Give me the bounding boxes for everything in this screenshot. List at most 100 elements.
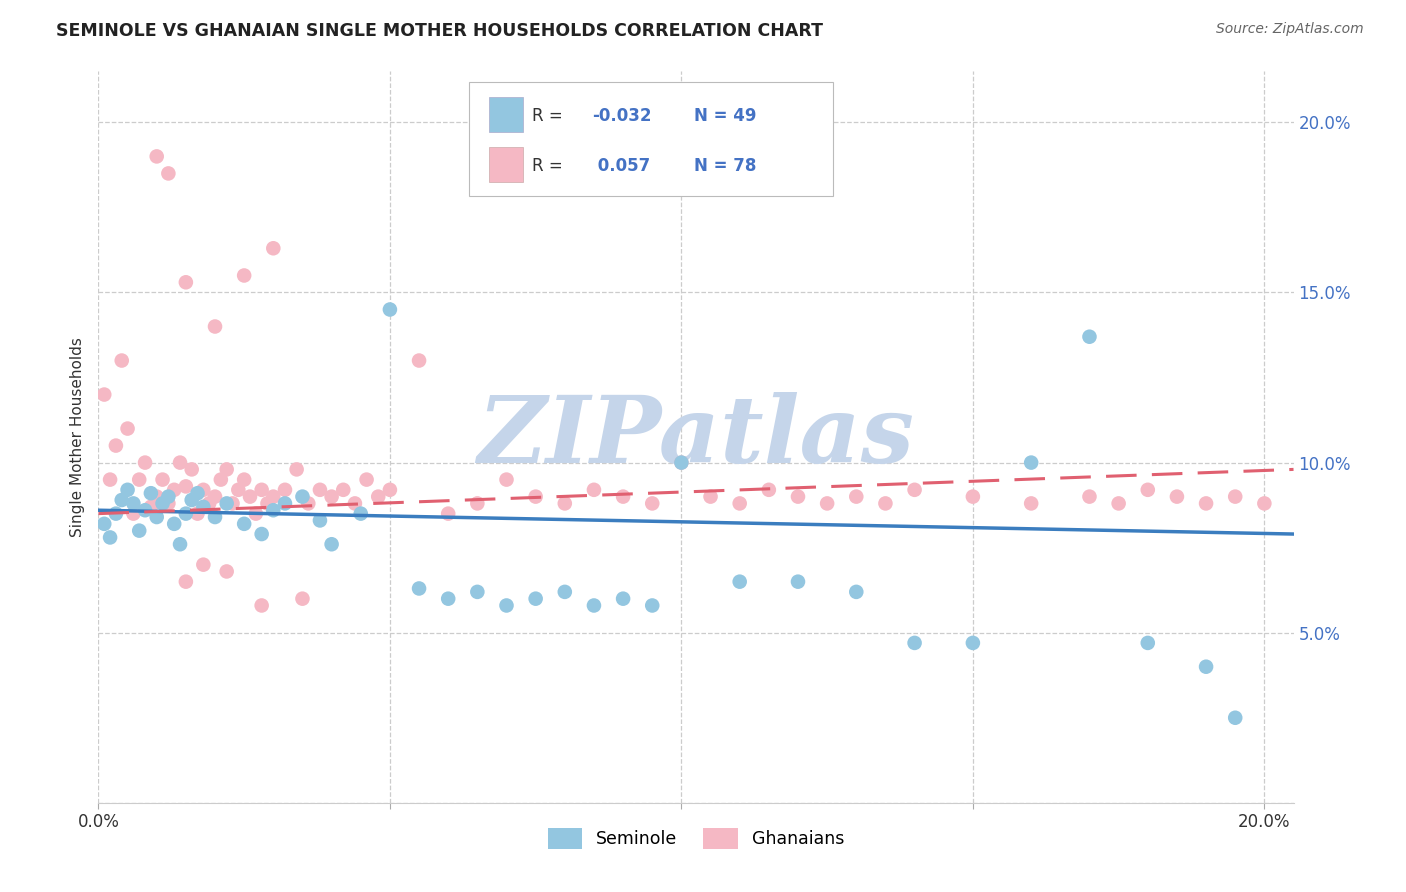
Text: 0.057: 0.057	[592, 156, 650, 175]
Point	[1019, 456, 1042, 470]
Point	[903, 483, 925, 497]
Point	[193, 558, 215, 572]
Point	[233, 268, 256, 283]
Point	[297, 496, 319, 510]
Point	[274, 483, 297, 497]
Text: -0.032: -0.032	[592, 107, 651, 125]
Point	[174, 574, 197, 589]
Point	[139, 500, 162, 514]
Point	[262, 503, 284, 517]
Point	[524, 591, 547, 606]
Point	[321, 537, 343, 551]
Point	[343, 496, 366, 510]
Point	[1108, 496, 1130, 510]
Point	[641, 496, 664, 510]
Point	[111, 353, 134, 368]
Point	[169, 456, 191, 470]
Point	[215, 462, 238, 476]
Point	[98, 531, 121, 545]
Point	[1225, 711, 1247, 725]
Point	[204, 510, 226, 524]
Point	[128, 524, 150, 538]
Point	[1253, 496, 1275, 510]
Point	[157, 496, 180, 510]
Point	[1136, 483, 1159, 497]
Point	[582, 599, 605, 613]
Text: N = 78: N = 78	[693, 156, 756, 175]
Text: SEMINOLE VS GHANAIAN SINGLE MOTHER HOUSEHOLDS CORRELATION CHART: SEMINOLE VS GHANAIAN SINGLE MOTHER HOUSE…	[56, 22, 824, 40]
Point	[186, 486, 208, 500]
Point	[233, 516, 256, 531]
Point	[1019, 496, 1042, 510]
Point	[437, 591, 460, 606]
Point	[467, 585, 489, 599]
Point	[209, 473, 232, 487]
FancyBboxPatch shape	[489, 96, 523, 132]
Point	[962, 636, 984, 650]
Point	[215, 496, 238, 510]
Point	[1078, 329, 1101, 343]
Point	[467, 496, 489, 510]
Point	[671, 456, 693, 470]
Point	[758, 483, 780, 497]
Point	[845, 585, 868, 599]
Point	[215, 565, 238, 579]
Point	[186, 507, 208, 521]
Point	[437, 507, 460, 521]
Point	[139, 486, 162, 500]
Point	[408, 582, 430, 596]
Point	[104, 507, 127, 521]
Point	[1166, 490, 1188, 504]
Point	[787, 574, 810, 589]
Point	[93, 516, 115, 531]
Point	[262, 490, 284, 504]
Point	[134, 456, 156, 470]
Point	[228, 483, 250, 497]
Point	[145, 149, 167, 163]
Point	[378, 302, 401, 317]
Point	[250, 483, 273, 497]
Point	[495, 599, 517, 613]
Point	[671, 456, 693, 470]
Point	[274, 496, 297, 510]
Point	[117, 421, 139, 435]
Point	[1195, 496, 1218, 510]
Point	[495, 473, 517, 487]
Point	[163, 483, 186, 497]
Point	[1136, 636, 1159, 650]
Point	[787, 490, 810, 504]
Point	[198, 496, 221, 510]
Point	[93, 387, 115, 401]
Point	[157, 166, 180, 180]
Point	[180, 493, 202, 508]
Point	[408, 353, 430, 368]
FancyBboxPatch shape	[470, 82, 834, 195]
Point	[256, 496, 278, 510]
Point	[122, 507, 145, 521]
Point	[554, 496, 576, 510]
Point	[875, 496, 897, 510]
Point	[193, 500, 215, 514]
Text: Source: ZipAtlas.com: Source: ZipAtlas.com	[1216, 22, 1364, 37]
Point	[152, 473, 174, 487]
Point	[356, 473, 378, 487]
Point	[117, 483, 139, 497]
Legend: Seminole, Ghanaians: Seminole, Ghanaians	[540, 822, 852, 856]
Point	[845, 490, 868, 504]
Point	[367, 490, 389, 504]
Point	[612, 591, 634, 606]
Point	[104, 439, 127, 453]
Point	[699, 490, 721, 504]
Point	[728, 574, 751, 589]
Point	[239, 490, 262, 504]
Point	[641, 599, 664, 613]
Point	[524, 490, 547, 504]
Point	[134, 503, 156, 517]
Point	[145, 490, 167, 504]
Point	[250, 599, 273, 613]
Point	[174, 479, 197, 493]
Point	[728, 496, 751, 510]
Point	[350, 507, 373, 521]
Text: N = 49: N = 49	[693, 107, 756, 125]
Point	[309, 513, 332, 527]
